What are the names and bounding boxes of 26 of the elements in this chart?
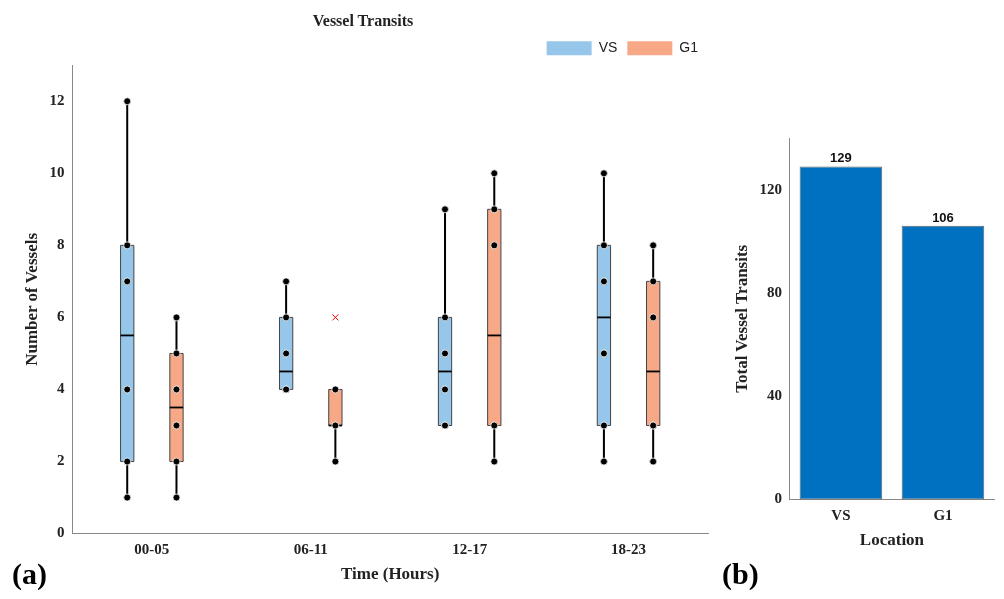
x-tick-label: 18-23	[611, 541, 647, 558]
chart-title: Vessel Transits	[312, 11, 414, 29]
y-tick-label: 80	[766, 283, 782, 300]
y-tick-label: 2	[56, 452, 65, 469]
y-tick-label: 12	[49, 92, 65, 109]
y-tick-label: 8	[56, 236, 65, 253]
legend-label: G1	[679, 39, 699, 56]
y-tick-label: 120	[759, 180, 782, 197]
y-tick-label: 0	[774, 490, 782, 507]
y-tick-label: 0	[56, 524, 65, 541]
legend-label: VS	[598, 39, 618, 56]
y-tick-label: 4	[56, 380, 65, 397]
y-tick-label: 40	[766, 387, 782, 404]
x-tick-label: 12-17	[452, 541, 488, 558]
data-label: 106	[932, 209, 954, 225]
x-axis-title: Location	[859, 530, 925, 550]
data-label: 129	[830, 150, 852, 166]
x-tick-label: 06-11	[293, 541, 328, 558]
x-tick-label: 00-05	[134, 541, 170, 558]
y-tick-label: 6	[56, 308, 65, 325]
text: (a)	[12, 556, 47, 591]
y-axis-title: Number of Vessels	[21, 232, 41, 366]
y-tick-label: 10	[49, 164, 65, 181]
text: (b)	[722, 556, 759, 591]
x-axis-title: Time (Hours)	[341, 564, 440, 584]
y-axis-title: Total Vessel Transits	[731, 244, 751, 393]
